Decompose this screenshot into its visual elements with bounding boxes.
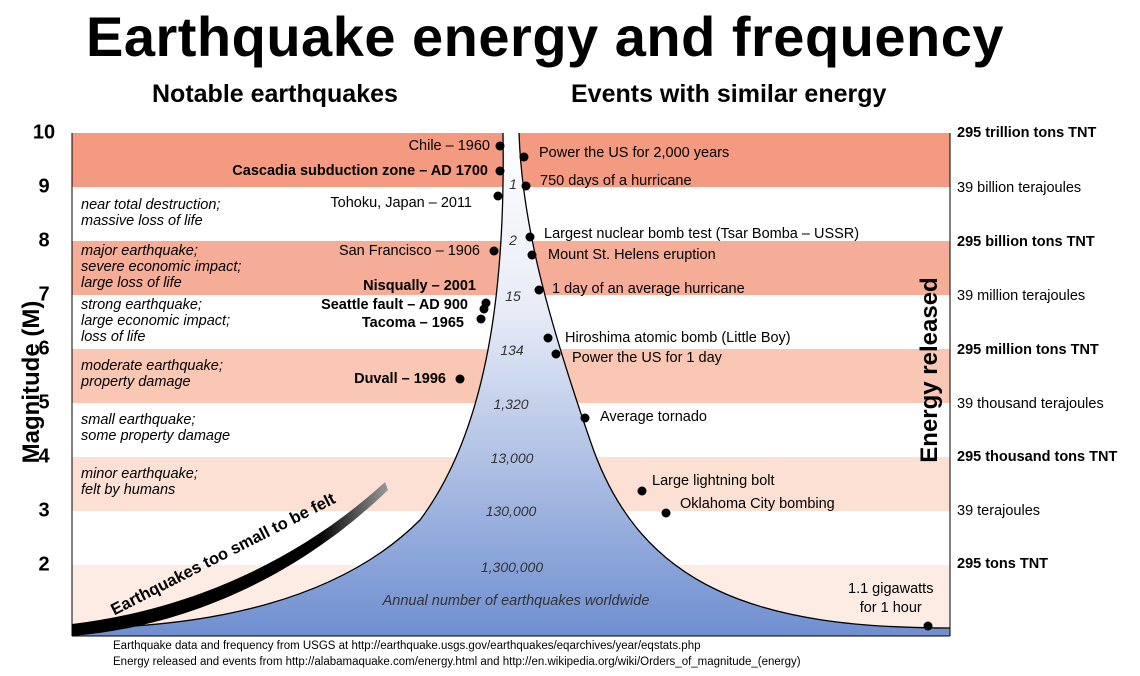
- tick-m8: 8: [38, 229, 50, 252]
- subtitle-similar-events: Events with similar energy: [571, 80, 887, 108]
- dot-oklahoma-city: [661, 508, 671, 518]
- tick-m4: 4: [38, 445, 50, 468]
- energy-label-m9: 39 billion terajoules: [957, 180, 1082, 196]
- event-hiroshima: Hiroshima atomic bomb (Little Boy): [565, 330, 791, 346]
- magnitude-axis-label: Magnitude (M): [18, 300, 45, 464]
- funnel-left-edge: [71, 132, 504, 629]
- subtitle-notable-earthquakes: Notable earthquakes: [152, 80, 398, 108]
- funnel-right-edge: [518, 132, 951, 629]
- dot-1-1-gigawatts: [923, 621, 933, 631]
- too-small-band: [72, 482, 388, 636]
- source-energy: Energy released and events from http://a…: [113, 656, 801, 668]
- quake-seattle-fault-900: Seattle fault – AD 900: [321, 297, 468, 313]
- dot-power-us-2000-years: [519, 152, 529, 162]
- description-m6-7: strong earthquake; large economic impact…: [81, 297, 231, 345]
- tick-m3: 3: [38, 499, 50, 522]
- energy-label-m8: 295 billion tons TNT: [957, 234, 1095, 250]
- quake-nisqually-2001: Nisqually – 2001: [363, 278, 476, 294]
- freq-m6: 15: [505, 288, 521, 304]
- source-usgs: Earthquake data and frequency from USGS …: [113, 640, 701, 652]
- dot-mount-st-helens: [527, 250, 537, 260]
- quake-duvall-1996: Duvall – 1996: [354, 371, 446, 387]
- frequency-funnel: [72, 133, 950, 636]
- dot-power-us-1-day: [551, 349, 561, 359]
- event-1-day-hurricane: 1 day of an average hurricane: [552, 281, 745, 297]
- description-m4-5: small earthquake; some property damage: [81, 412, 231, 444]
- energy-label-m7: 39 million terajoules: [957, 288, 1086, 304]
- dot-hiroshima: [543, 333, 553, 343]
- page-title: Earthquake energy and frequency: [85, 5, 1004, 68]
- event-power-us-2000-years: Power the US for 2,000 years: [539, 145, 730, 161]
- energy-label-m4: 295 thousand tons TNT: [957, 449, 1118, 465]
- quake-san-francisco-1906: San Francisco – 1906: [338, 243, 480, 259]
- tick-m7: 7: [38, 283, 50, 306]
- dot-duvall-1996: [455, 374, 465, 384]
- freq-m5: 134: [500, 342, 524, 358]
- energy-label-m6: 295 million tons TNT: [957, 342, 1099, 358]
- energy-axis-label: Energy released: [916, 277, 943, 463]
- energy-label-m2: 295 tons TNT: [957, 556, 1049, 572]
- freq-m2: 130,000: [485, 503, 537, 519]
- event-power-us-1-day: Power the US for 1 day: [572, 350, 722, 366]
- event-lightning-bolt: Large lightning bolt: [652, 473, 775, 489]
- dot-seattle-fault-900: [479, 304, 489, 314]
- description-m5-6: moderate earthquake; property damage: [81, 358, 223, 390]
- event-average-tornado: Average tornado: [600, 409, 707, 425]
- event-mount-st-helens: Mount St. Helens eruption: [548, 247, 716, 263]
- dot-cascadia-1700: [495, 166, 505, 176]
- dot-1-day-hurricane: [534, 285, 544, 295]
- freq-m8: 1: [509, 176, 517, 192]
- freq-m4: 1,320: [493, 396, 529, 412]
- freq-m1: 1,300,000: [480, 559, 544, 575]
- tick-m5: 5: [38, 391, 50, 414]
- dot-lightning-bolt: [637, 486, 647, 496]
- dot-tacoma-1965: [476, 314, 486, 324]
- dot-tsar-bomba: [525, 232, 535, 242]
- energy-label-m5: 39 thousand terajoules: [957, 396, 1104, 412]
- description-m7-8: major earthquake; severe economic impact…: [81, 243, 242, 291]
- tick-m2: 2: [38, 553, 50, 576]
- event-750-days-hurricane: 750 days of a hurricane: [540, 173, 692, 189]
- event-tsar-bomba: Largest nuclear bomb test (Tsar Bomba – …: [544, 226, 860, 242]
- quake-cascadia-1700: Cascadia subduction zone – AD 1700: [232, 163, 488, 179]
- dot-san-francisco-1906: [489, 246, 499, 256]
- annual-caption: Annual number of earthquakes worldwide: [382, 593, 650, 609]
- energy-label-m3: 39 terajoules: [957, 503, 1041, 519]
- event-oklahoma-city: Oklahoma City bombing: [680, 496, 835, 512]
- dot-chile-1960: [495, 141, 505, 151]
- tick-m6: 6: [38, 337, 50, 360]
- freq-m7: 2: [509, 232, 517, 248]
- dot-average-tornado: [580, 413, 590, 423]
- dot-tohoku-2011: [493, 191, 503, 201]
- description-m8-9: near total destruction; massive loss of …: [81, 197, 221, 229]
- quake-tacoma-1965: Tacoma – 1965: [361, 315, 464, 331]
- description-m3-4: minor earthquake; felt by humans: [81, 466, 198, 498]
- tick-m10: 10: [32, 121, 56, 144]
- dot-750-days-hurricane: [521, 181, 531, 191]
- tick-m9: 9: [38, 175, 50, 198]
- quake-chile-1960: Chile – 1960: [408, 138, 490, 154]
- event-1-1-gigawatts: 1.1 gigawatts for 1 hour: [848, 581, 934, 616]
- energy-label-m10: 295 trillion tons TNT: [957, 125, 1097, 141]
- freq-m3: 13,000: [490, 450, 534, 466]
- quake-tohoku-2011: Tohoku, Japan – 2011: [330, 195, 472, 211]
